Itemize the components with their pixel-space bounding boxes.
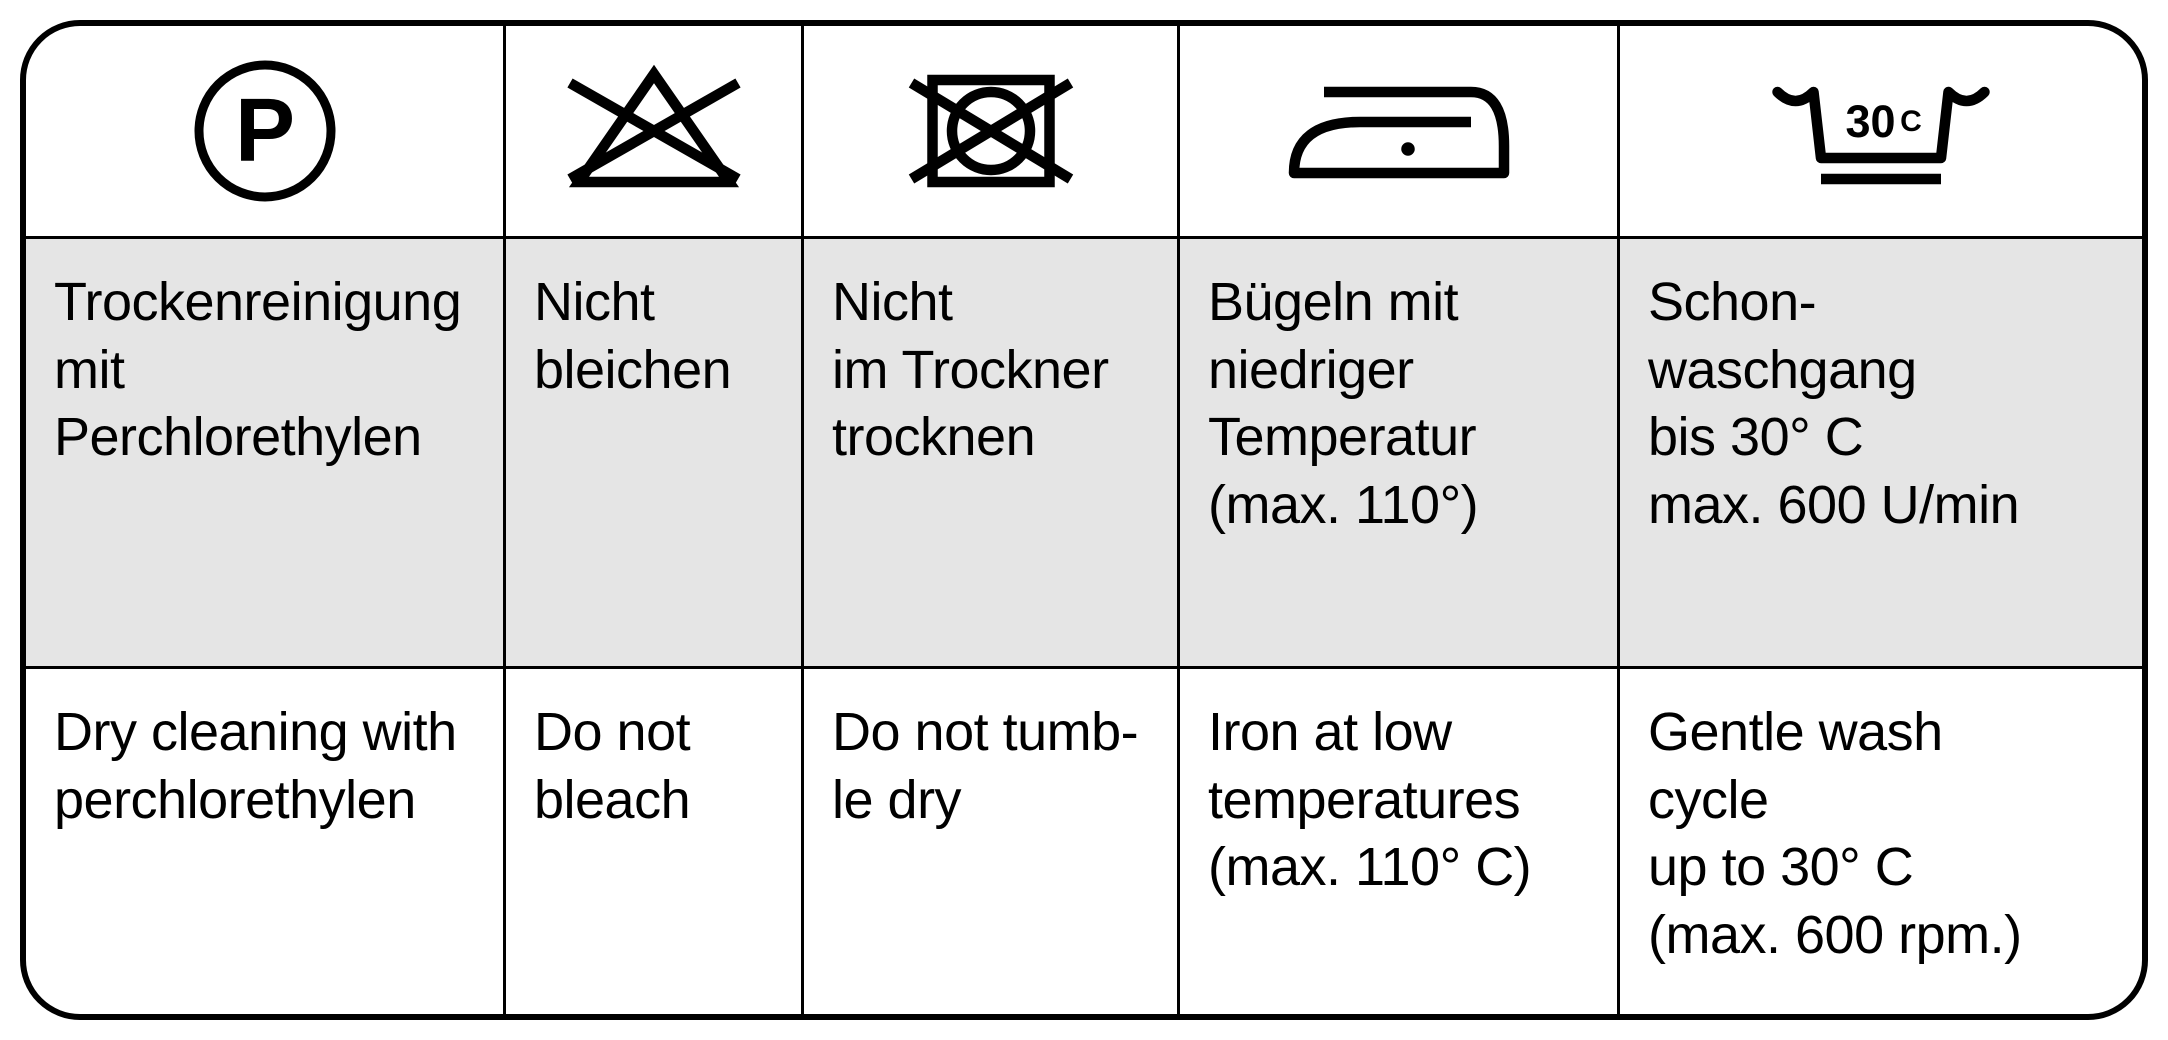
icon-cell: 30 C (1620, 26, 2142, 236)
english-row: Dry cleaning with perchlorethylen Do not… (26, 666, 2142, 1014)
german-row: Trockenreinigung mit Perchlorethylen Nic… (26, 236, 2142, 666)
text-cell: Gentle wash cycle up to 30° C (max. 600 … (1620, 669, 2142, 1014)
do-not-bleach-icon (559, 56, 749, 206)
icon-row: P (26, 26, 2142, 236)
icon-cell (804, 26, 1180, 236)
care-text-de: Bügeln mit niedriger Temperatur (max. 11… (1208, 269, 1589, 539)
text-cell: Nicht im Trockner trocknen (804, 239, 1180, 666)
svg-text:P: P (234, 81, 294, 181)
text-cell: Do not tumb- le dry (804, 669, 1180, 1014)
care-text-en: Gentle wash cycle up to 30° C (max. 600 … (1648, 699, 2114, 969)
wash-temp-value: 30 (1845, 96, 1895, 147)
icon-cell (506, 26, 804, 236)
text-cell: Trockenreinigung mit Perchlorethylen (26, 239, 506, 666)
care-text-en: Do not bleach (534, 699, 773, 834)
care-text-en: Do not tumb- le dry (832, 699, 1149, 834)
text-cell: Bügeln mit niedriger Temperatur (max. 11… (1180, 239, 1620, 666)
text-cell: Do not bleach (506, 669, 804, 1014)
care-text-de: Nicht im Trockner trocknen (832, 269, 1149, 472)
care-text-en: Dry cleaning with perchlorethylen (54, 699, 475, 834)
text-cell: Nicht bleichen (506, 239, 804, 666)
icon-cell (1180, 26, 1620, 236)
care-text-de: Trockenreinigung mit Perchlorethylen (54, 269, 475, 472)
care-text-de: Nicht bleichen (534, 269, 773, 404)
care-text-de: Schon- waschgang bis 30° C max. 600 U/mi… (1648, 269, 2114, 539)
care-text-en: Iron at low temperatures (max. 110° C) (1208, 699, 1589, 902)
wash-30-icon: 30 C (1766, 56, 1996, 206)
text-cell: Dry cleaning with perchlorethylen (26, 669, 506, 1014)
dryclean-p-icon: P (190, 56, 340, 206)
text-cell: Schon- waschgang bis 30° C max. 600 U/mi… (1620, 239, 2142, 666)
text-cell: Iron at low temperatures (max. 110° C) (1180, 669, 1620, 1014)
care-label-card: P (20, 20, 2148, 1020)
do-not-tumble-dry-icon (906, 56, 1076, 206)
wash-temp-unit: C (1900, 105, 1922, 138)
iron-low-icon (1274, 56, 1524, 206)
icon-cell: P (26, 26, 506, 236)
